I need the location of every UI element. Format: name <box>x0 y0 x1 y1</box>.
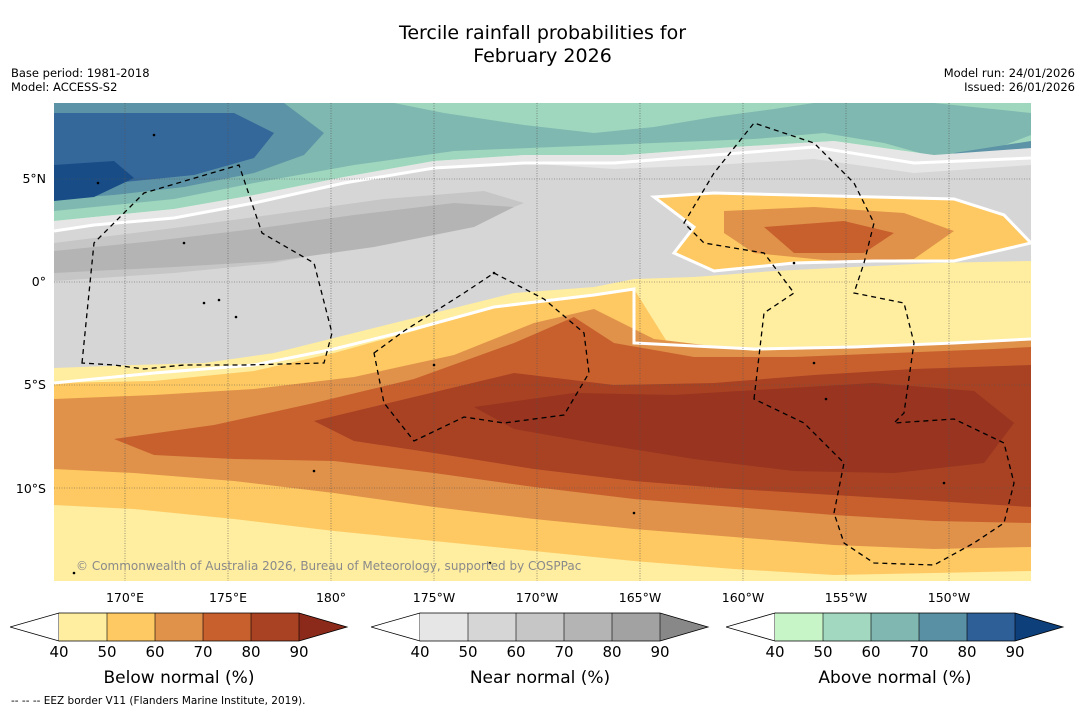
cb-below-3 <box>155 613 203 641</box>
lon-label-150w: 150°W <box>927 590 971 605</box>
cb-below-tick-80: 80 <box>241 643 261 661</box>
meta-right: Model run: 24/01/2026 Issued: 26/01/2026 <box>944 66 1075 94</box>
lon-label-160w: 160°W <box>721 590 765 605</box>
cb-above-tick-60: 60 <box>861 643 881 661</box>
eez-line-islands <box>683 122 1015 566</box>
above-core <box>54 161 134 201</box>
cb-above-tick-80: 80 <box>957 643 977 661</box>
model-name: Model: ACCESS-S2 <box>11 80 118 94</box>
below-zone-90 <box>474 383 1014 473</box>
lon-label-180: 180° <box>315 590 347 605</box>
cb-below-5 <box>251 613 299 641</box>
cb-below-tick-70: 70 <box>193 643 213 661</box>
map-svg: © Commonwealth of Australia 2026, Bureau… <box>54 103 1031 581</box>
cb-below-high <box>299 613 347 641</box>
cb-below-2 <box>107 613 155 641</box>
meta-left: Base period: 1981-2018 Model: ACCESS-S2 <box>11 66 150 94</box>
cb-near-title: Near normal (%) <box>469 668 611 688</box>
lat-label-5s: 5°S <box>23 377 46 392</box>
cb-near-tick-80: 80 <box>602 643 622 661</box>
cb-above-tick-40: 40 <box>765 643 785 661</box>
eez-kiribati-phoenix <box>373 272 590 442</box>
issued-date: Issued: 26/01/2026 <box>964 80 1075 94</box>
cb-near-1 <box>420 613 468 641</box>
near-zone-80 <box>54 203 514 273</box>
cb-above-1 <box>775 613 823 641</box>
title-line-2: February 2026 <box>473 45 612 67</box>
cb-above-tick-70: 70 <box>909 643 929 661</box>
lon-label-170e: 170°E <box>105 590 144 605</box>
cb-near-tick-50: 50 <box>458 643 478 661</box>
boundary-above-near <box>54 145 1031 233</box>
cb-above-4 <box>919 613 967 641</box>
cb-above-5 <box>967 613 1015 641</box>
cb-near-5 <box>612 613 660 641</box>
cb-below-low <box>10 612 60 642</box>
cb-above-tick-50: 50 <box>813 643 833 661</box>
islands <box>72 133 946 575</box>
cb-near-tick-70: 70 <box>554 643 574 661</box>
cb-near-2 <box>468 613 516 641</box>
eez-footnote: -- -- -- EEZ border V11 (Flanders Marine… <box>11 695 306 707</box>
cb-near-tick-40: 40 <box>410 643 430 661</box>
cb-below-1 <box>59 613 107 641</box>
eez-borders <box>81 122 1015 566</box>
cb-below-tick-50: 50 <box>97 643 117 661</box>
lon-label-155w: 155°W <box>824 590 868 605</box>
eez-kiribati-gilbert <box>81 164 333 370</box>
cb-above-2 <box>823 613 871 641</box>
colorbar-below-svg <box>10 612 349 642</box>
cb-above-high <box>1015 613 1063 641</box>
cb-near-3 <box>516 613 564 641</box>
cb-near-4 <box>564 613 612 641</box>
cb-above-low <box>726 612 776 642</box>
base-period: Base period: 1981-2018 <box>11 66 150 80</box>
cb-below-title: Below normal (%) <box>103 668 255 688</box>
lat-label-10s: 10°S <box>15 481 46 496</box>
lat-label-5n: 5°N <box>22 171 46 186</box>
lon-label-175e: 175°E <box>208 590 247 605</box>
lon-label-170w: 170°W <box>515 590 559 605</box>
copyright-text: © Commonwealth of Australia 2026, Bureau… <box>76 559 581 573</box>
below-north-center <box>764 221 894 253</box>
lon-label-175w: 175°W <box>412 590 456 605</box>
boundary-north-patch <box>649 191 1031 273</box>
cb-below-4 <box>203 613 251 641</box>
model-run: Model run: 24/01/2026 <box>943 66 1075 80</box>
cb-below-tick-90: 90 <box>289 643 309 661</box>
cb-above-tick-90: 90 <box>1005 643 1025 661</box>
rainfall-map: © Commonwealth of Australia 2026, Bureau… <box>54 103 1031 581</box>
cb-near-low <box>371 612 421 642</box>
cb-above-title: Above normal (%) <box>818 668 972 688</box>
cb-below-tick-40: 40 <box>49 643 69 661</box>
cb-below-tick-60: 60 <box>145 643 165 661</box>
lat-label-0: 0° <box>31 274 46 289</box>
colorbar-near-svg <box>371 612 710 642</box>
cb-near-tick-60: 60 <box>506 643 526 661</box>
colorbar-above-svg <box>726 612 1065 642</box>
lon-label-165w: 165°W <box>618 590 662 605</box>
cb-near-tick-90: 90 <box>650 643 670 661</box>
gridlines <box>54 103 1031 581</box>
map-title: Tercile rainfall probabilities for Febru… <box>0 22 1085 68</box>
cb-above-3 <box>871 613 919 641</box>
cb-near-high <box>660 613 708 641</box>
title-line-1: Tercile rainfall probabilities for <box>398 22 687 44</box>
